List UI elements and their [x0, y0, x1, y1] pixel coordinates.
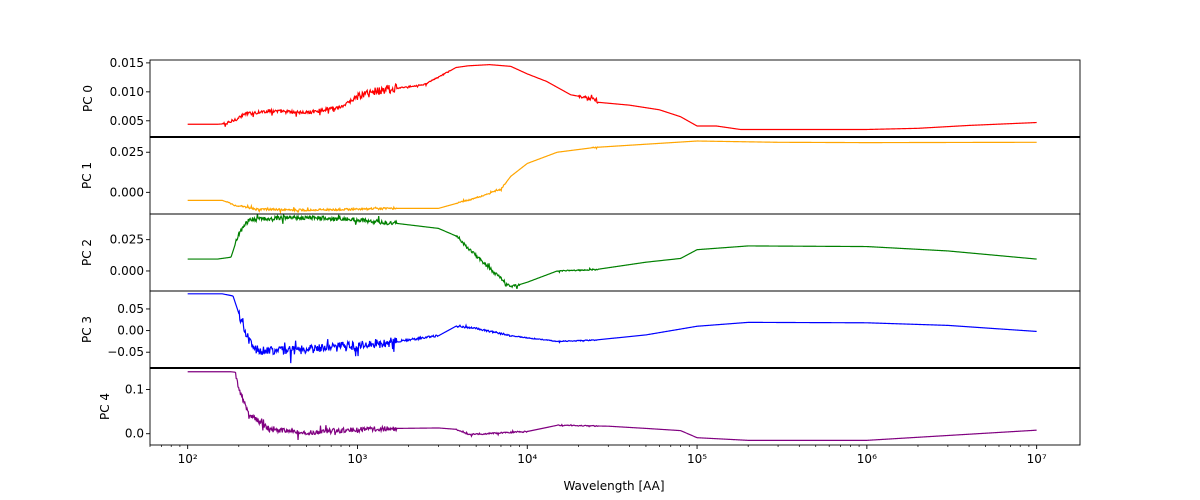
panel-separators [150, 136, 1080, 369]
y-tick-label: 0.1 [125, 382, 144, 396]
y-tick-label: 0.025 [110, 145, 144, 159]
y-tick-label: −0.05 [107, 345, 144, 359]
y-tick-label: 0.000 [110, 185, 144, 199]
series-line-pc2 [187, 214, 1037, 290]
x-tick-label: 10⁵ [687, 452, 707, 466]
series-line-pc3 [187, 293, 1037, 364]
x-tick-label: 10² [178, 452, 198, 466]
x-tick-label: 10⁶ [857, 452, 877, 466]
y-tick-label: 0.025 [110, 233, 144, 247]
y-axis-label-pc4: PC 4 [98, 393, 112, 420]
series-line-pc1 [187, 140, 1037, 214]
series-line-pc0 [187, 64, 1037, 131]
y-tick-label: 0.0 [125, 427, 144, 441]
y-tick-label: 0.00 [117, 324, 144, 338]
y-tick-label: 0.010 [110, 85, 144, 99]
x-tick-label: 10⁷ [1027, 452, 1047, 466]
y-tick-label: 0.05 [117, 302, 144, 316]
y-axis-label-pc2: PC 2 [80, 239, 94, 266]
y-tick-label: 0.015 [110, 56, 144, 70]
y-axis-label-pc0: PC 0 [81, 85, 95, 112]
x-tick-label: 10³ [347, 452, 367, 466]
x-tick-label: 10⁴ [517, 452, 537, 466]
y-axis-label-pc3: PC 3 [80, 316, 94, 343]
y-axis-label-pc1: PC 1 [80, 162, 94, 189]
x-axis: 10² 10³ 10⁴ 10⁵ 10⁶ 10⁷ [149, 445, 1047, 466]
series-line-pc4 [187, 371, 1037, 441]
y-tick-label: 0.005 [110, 114, 144, 128]
x-axis-label: Wavelength [AA] [563, 479, 664, 493]
panel-2: 0.000 0.025 PC 2 [80, 213, 1081, 292]
y-tick-label: 0.000 [110, 264, 144, 278]
